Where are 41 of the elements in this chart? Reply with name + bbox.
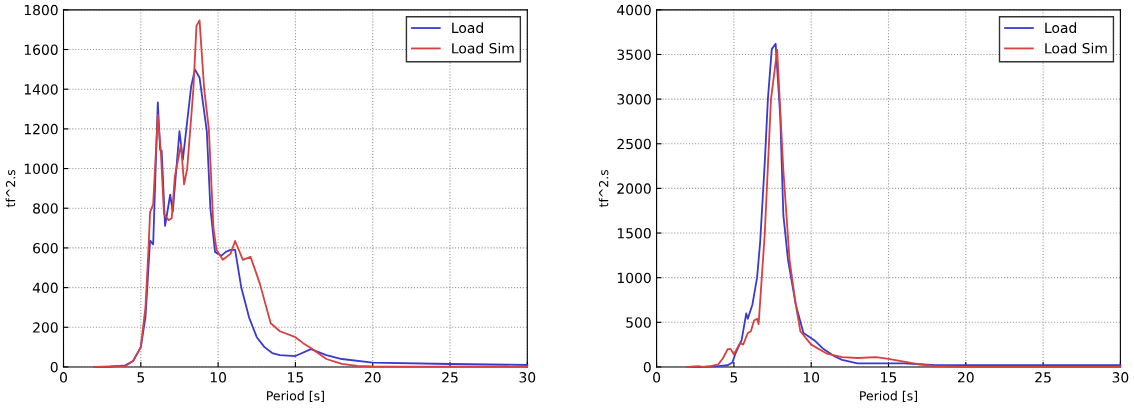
x-axis-title: Period [s] [860, 390, 918, 402]
y-tick-label: 800 [33, 203, 58, 214]
y-axis-title: tf^2.s [5, 169, 16, 208]
x-tick-label: 30 [519, 372, 536, 383]
y-tick-label: 0 [643, 361, 651, 373]
y-tick-label: 1500 [617, 228, 651, 239]
y-tick-label: 1800 [24, 4, 58, 16]
legend-label: Load [452, 22, 483, 34]
y-tick-label: 200 [33, 322, 58, 333]
x-tick-label: 5 [137, 372, 145, 383]
x-tick-label: 15 [881, 372, 897, 383]
y-tick-label: 1600 [24, 44, 58, 55]
y-tick-label: 1000 [24, 163, 58, 175]
y-axis-title: tf^2.s [598, 169, 609, 208]
y-tick-label: 1400 [24, 84, 58, 95]
y-tick-label: 600 [33, 242, 58, 254]
x-tick-label: 0 [653, 372, 661, 383]
y-tick-label: 500 [626, 317, 651, 328]
y-tick-label: 1000 [617, 272, 651, 284]
x-tick-label: 5 [730, 372, 738, 383]
y-tick-label: 400 [32, 282, 58, 294]
y-tick-label: 2500 [617, 138, 651, 150]
y-tick-label: 3000 [617, 94, 651, 105]
y-tick-label: 3500 [617, 49, 651, 60]
x-tick-label: 0 [60, 372, 67, 383]
y-tick-label: 4000 [617, 4, 651, 16]
legend-label: Load [1045, 22, 1077, 34]
y-tick-label: 2000 [617, 183, 651, 194]
x-tick-label: 25 [1035, 372, 1051, 383]
x-tick-label: 30 [1112, 372, 1129, 383]
x-tick-label: 10 [803, 372, 820, 383]
x-tick-label: 20 [364, 372, 381, 383]
x-tick-label: 15 [288, 372, 304, 383]
legend-label: Load Sim [452, 42, 514, 54]
x-tick-label: 20 [957, 372, 974, 383]
x-axis-title: Period [s] [267, 390, 324, 402]
y-tick-label: 0 [50, 361, 58, 373]
y-tick-label: 1200 [24, 123, 58, 135]
x-tick-label: 25 [442, 372, 458, 383]
legend-label: Load Sim [1045, 42, 1107, 54]
x-tick-label: 10 [210, 372, 227, 383]
